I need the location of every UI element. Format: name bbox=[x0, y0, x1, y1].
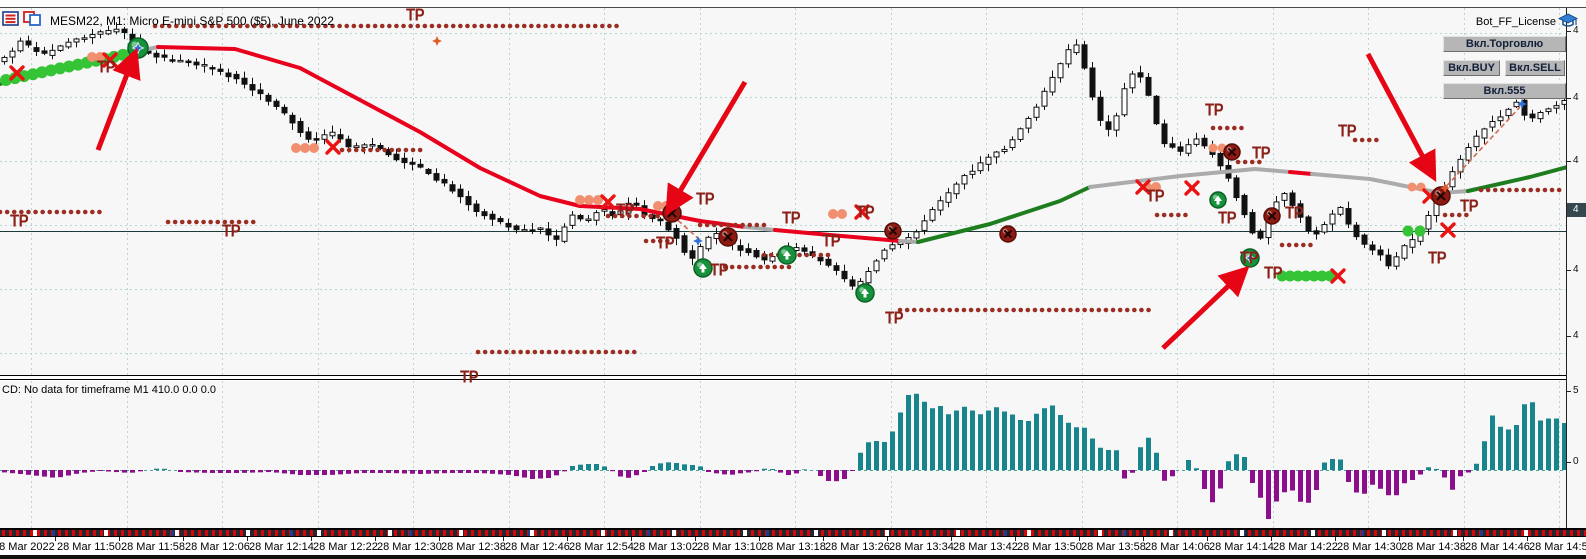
time-tick bbox=[311, 537, 312, 541]
time-tick bbox=[1399, 537, 1400, 541]
time-label: 28 Mar 12:14 bbox=[249, 541, 314, 553]
time-label: 28 Mar 11:50 bbox=[57, 541, 122, 553]
time-tick bbox=[695, 537, 696, 541]
ma-line bbox=[156, 45, 747, 229]
time-tick bbox=[1271, 537, 1272, 541]
time-label: 28 Mar 14:30 bbox=[1337, 541, 1402, 553]
macd-indicator-canvas[interactable] bbox=[0, 381, 1570, 528]
ma-line bbox=[743, 225, 777, 232]
price-scale-label: 4 bbox=[1573, 155, 1579, 166]
time-label: 28 Mar 2022 bbox=[0, 541, 55, 553]
window-bottom-edge bbox=[0, 555, 1586, 559]
time-tick bbox=[1079, 537, 1080, 541]
time-label: 28 Mar 14:14 bbox=[1209, 541, 1274, 553]
tick-strip bbox=[0, 528, 1586, 537]
time-label: 28 Mar 14:06 bbox=[1145, 541, 1210, 553]
current-price-box: 4 bbox=[1567, 203, 1586, 217]
license-label: Bot_FF_License bbox=[1475, 16, 1556, 28]
time-tick bbox=[183, 537, 184, 541]
time-tick bbox=[823, 537, 824, 541]
time-label: 28 Mar 12:22 bbox=[313, 541, 378, 553]
ma-line bbox=[773, 228, 902, 243]
candles-layer bbox=[1, 22, 1568, 290]
enable-sell-button[interactable]: Вкл.SELL bbox=[1505, 60, 1565, 76]
time-label: 28 Mar 14:54 bbox=[1529, 541, 1586, 553]
time-tick bbox=[887, 537, 888, 541]
graduation-cap-icon bbox=[1557, 13, 1579, 34]
chart-title: MESM22, M1: Micro E-mini S&P 500 ($5), J… bbox=[50, 14, 334, 28]
time-label: 28 Mar 13:18 bbox=[761, 541, 826, 553]
time-tick bbox=[1527, 537, 1528, 541]
enable-buy-button[interactable]: Вкл.BUY bbox=[1443, 60, 1500, 76]
time-label: 28 Mar 13:10 bbox=[697, 541, 762, 553]
chart-header: MESM22, M1: Micro E-mini S&P 500 ($5), J… bbox=[2, 11, 334, 31]
ma-line bbox=[1466, 164, 1570, 193]
indicator-scale-label: 0 bbox=[1573, 456, 1579, 467]
time-tick bbox=[503, 537, 504, 541]
time-tick bbox=[1207, 537, 1208, 541]
enable-trading-button[interactable]: Вкл.Торговлю bbox=[1443, 36, 1566, 52]
time-tick bbox=[55, 537, 56, 541]
time-label: 28 Mar 12:30 bbox=[377, 541, 442, 553]
time-tick bbox=[119, 537, 120, 541]
time-label: 28 Mar 13:42 bbox=[953, 541, 1018, 553]
price-scale-label: 4 bbox=[1573, 330, 1579, 341]
time-tick bbox=[951, 537, 952, 541]
time-label: 28 Mar 14:46 bbox=[1465, 541, 1530, 553]
ma-line bbox=[0, 50, 137, 86]
time-tick bbox=[631, 537, 632, 541]
price-scale-label: 4 bbox=[1573, 25, 1579, 36]
time-label: 28 Mar 13:34 bbox=[889, 541, 954, 553]
ma-line bbox=[916, 185, 1092, 244]
time-tick bbox=[375, 537, 376, 541]
ma-line bbox=[1288, 170, 1314, 176]
price-scale-label: 4 bbox=[1573, 264, 1579, 275]
time-label: 28 Mar 11:58 bbox=[121, 541, 186, 553]
time-tick bbox=[1463, 537, 1464, 541]
window-top-strip bbox=[0, 0, 1586, 8]
indicator-status-text: CD: No data for timeframe M1 410.0 0.0 0… bbox=[2, 384, 216, 396]
time-tick bbox=[247, 537, 248, 541]
panel-separator[interactable] bbox=[0, 375, 1586, 380]
time-label: 28 Mar 12:46 bbox=[505, 541, 570, 553]
time-label: 28 Mar 14:22 bbox=[1273, 541, 1338, 553]
time-label: 28 Mar 12:06 bbox=[185, 541, 250, 553]
time-label: 28 Mar 13:02 bbox=[633, 541, 698, 553]
chart-list-icon[interactable] bbox=[2, 11, 19, 31]
time-tick bbox=[1335, 537, 1336, 541]
time-tick bbox=[1143, 537, 1144, 541]
time-label: 28 Mar 12:54 bbox=[569, 541, 634, 553]
time-tick bbox=[567, 537, 568, 541]
price-scale[interactable]: 4 4 4 4 4 4 5 0 bbox=[1566, 8, 1586, 528]
time-label: 28 Mar 12:38 bbox=[441, 541, 506, 553]
enable-555-button[interactable]: Вкл.555 bbox=[1443, 83, 1566, 99]
price-chart-canvas[interactable] bbox=[0, 8, 1570, 376]
ma-line bbox=[898, 239, 920, 244]
price-scale-label: 4 bbox=[1573, 92, 1579, 103]
time-tick bbox=[1015, 537, 1016, 541]
time-tick bbox=[439, 537, 440, 541]
indicator-scale-label: 5 bbox=[1573, 385, 1579, 396]
ma-line bbox=[1088, 167, 1292, 189]
time-label: 28 Mar 14:38 bbox=[1401, 541, 1466, 553]
time-tick bbox=[759, 537, 760, 541]
time-label: 28 Mar 13:58 bbox=[1081, 541, 1146, 553]
time-label: 28 Mar 13:26 bbox=[825, 541, 890, 553]
chart-window-icon[interactable] bbox=[23, 11, 42, 31]
time-label: 28 Mar 13:50 bbox=[1017, 541, 1082, 553]
